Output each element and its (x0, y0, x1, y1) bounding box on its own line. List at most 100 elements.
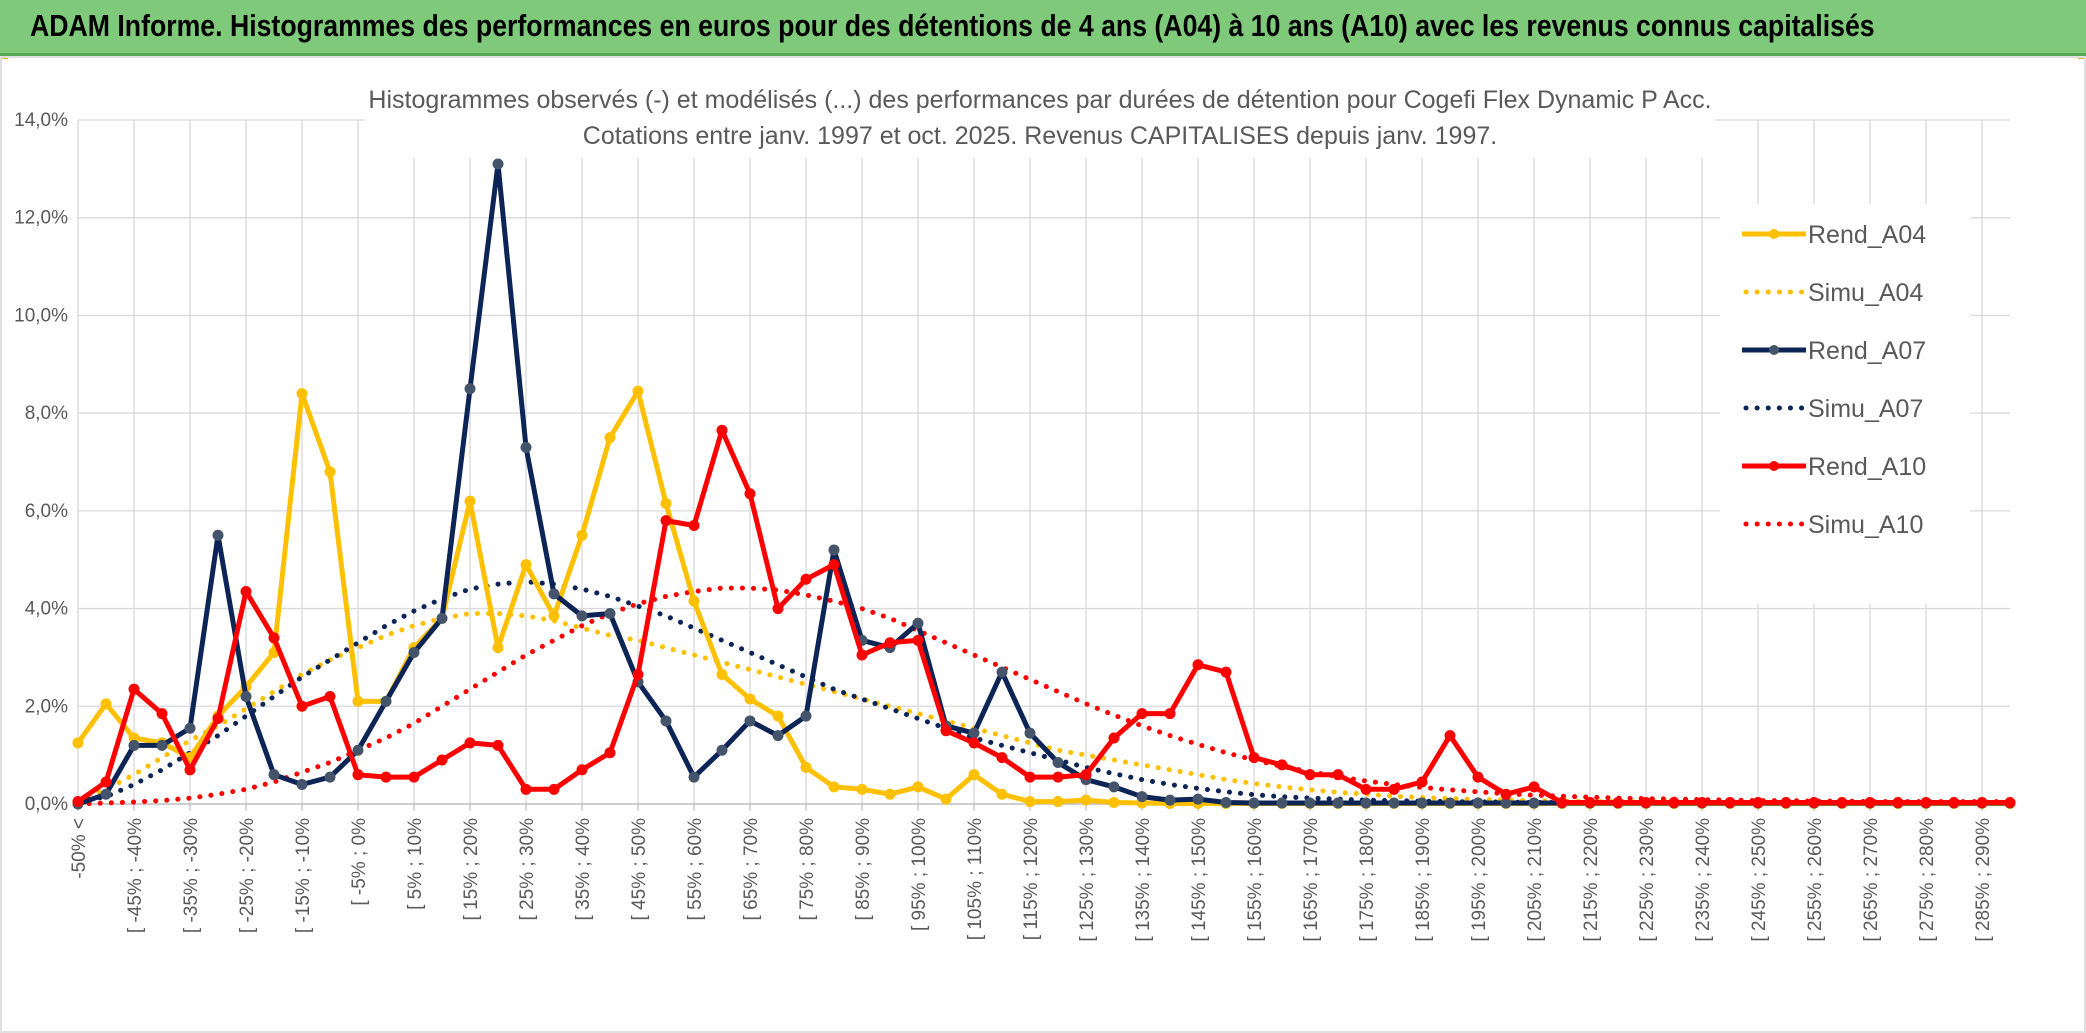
data-point (1444, 730, 1456, 742)
x-tick-label: [ 75% ; 80% (797, 818, 818, 921)
legend-label: Simu_A07 (1808, 395, 1923, 423)
data-point (660, 715, 672, 727)
series-layer (72, 158, 2016, 810)
x-tick-label: [ 135% ; 140% (1133, 818, 1154, 942)
data-point (1472, 797, 1484, 809)
data-point (1304, 769, 1316, 781)
data-point (380, 771, 392, 783)
data-point (968, 727, 980, 739)
series-Simu_A10 (75, 585, 2013, 807)
x-tick-label: [ 225% ; 230% (1637, 818, 1658, 942)
x-tick-label: [ -35% ; -30% (181, 818, 202, 933)
data-point (660, 515, 672, 527)
legend-marker (1769, 229, 1779, 239)
y-tick-label: 10,0% (14, 305, 68, 326)
data-point (1500, 788, 1512, 800)
data-point (772, 603, 784, 615)
data-point (1612, 797, 1624, 809)
data-point (1724, 797, 1736, 809)
data-point (1108, 732, 1120, 744)
x-tick-label: [ 195% ; 200% (1469, 818, 1490, 942)
data-point (100, 776, 112, 788)
data-point (1360, 797, 1372, 809)
data-point (1892, 797, 1904, 809)
data-point (296, 388, 308, 400)
y-tick-label: 8,0% (25, 403, 68, 424)
data-point (912, 634, 924, 646)
x-tick-label: [ 45% ; 50% (629, 818, 650, 921)
data-point (1920, 797, 1932, 809)
data-point (1052, 756, 1064, 768)
x-tick-label: [ 95% ; 100% (909, 818, 930, 931)
x-tick-label: [ 275% ; 280% (1917, 818, 1938, 942)
data-point (688, 771, 700, 783)
data-point (996, 788, 1008, 800)
data-point (492, 739, 504, 751)
data-point (240, 691, 252, 703)
data-point (1052, 796, 1064, 808)
data-point (240, 585, 252, 597)
x-tick-label: [ 105% ; 110% (965, 818, 986, 940)
report-title: ADAM Informe. Histogrammes des performan… (30, 8, 1875, 43)
data-point (1220, 797, 1232, 809)
data-point (296, 778, 308, 790)
x-tick-label: [ 155% ; 160% (1245, 818, 1266, 942)
series-line (76, 427, 2010, 805)
data-point (604, 432, 616, 444)
data-point (828, 559, 840, 571)
data-point (1164, 708, 1176, 720)
x-tick-label: [ 185% ; 190% (1413, 818, 1434, 942)
data-point (464, 495, 476, 507)
data-point (1388, 797, 1400, 809)
data-point (1668, 797, 1680, 809)
data-point (1276, 797, 1288, 809)
x-tick-label: [ 25% ; 30% (517, 818, 538, 921)
data-point (1976, 797, 1988, 809)
x-tick-label: [ 85% ; 90% (853, 818, 874, 921)
x-tick-label: [ 205% ; 210% (1525, 818, 1546, 942)
data-point (520, 783, 532, 795)
data-point (352, 769, 364, 781)
data-point (1192, 793, 1204, 805)
x-tick-label: [ 65% ; 70% (741, 818, 762, 921)
data-point (1108, 797, 1120, 809)
data-point (492, 158, 504, 170)
y-tick-label: 14,0% (14, 110, 68, 131)
data-point (520, 441, 532, 453)
data-point (1472, 771, 1484, 783)
x-tick-label: -50% < (69, 818, 90, 879)
x-tick-label: [ 265% ; 270% (1861, 818, 1882, 942)
data-point (828, 781, 840, 793)
data-point (324, 466, 336, 478)
data-point (1584, 797, 1596, 809)
data-point (1836, 797, 1848, 809)
x-tick-label: [ -5% ; 0% (349, 818, 370, 906)
x-tick-label: [ 55% ; 60% (685, 818, 706, 921)
data-point (912, 617, 924, 629)
legend: Rend_A04 Simu_A04 Rend_A07 Simu_A07 Rend_A10… (1720, 204, 1970, 604)
x-axis: -50% < [ -45% ; -40% [ -35% ; -30% [ -25% ;… (69, 803, 2010, 942)
data-point (632, 385, 644, 397)
data-point (1444, 797, 1456, 809)
data-point (1416, 797, 1428, 809)
y-axis: 0,0% 2,0% 4,0% 6,0% 8,0% 10,0% 12,0% 14,0% (14, 110, 68, 815)
y-tick-label: 2,0% (25, 696, 68, 717)
y-tick-label: 0,0% (25, 794, 68, 815)
data-point (548, 783, 560, 795)
legend-item: Simu_A07 (1743, 395, 1923, 423)
data-point (100, 698, 112, 710)
data-point (464, 737, 476, 749)
x-tick-label: [ -45% ; -40% (125, 818, 146, 933)
x-tick-label: [ 235% ; 240% (1693, 818, 1714, 942)
data-point (660, 498, 672, 510)
data-point (408, 771, 420, 783)
x-tick-label: [ 245% ; 250% (1749, 818, 1770, 942)
data-point (1108, 781, 1120, 793)
data-point (352, 695, 364, 707)
chart-title-line-2: Cotations entre janv. 1997 et oct. 2025.… (583, 122, 1497, 150)
data-point (1864, 797, 1876, 809)
legend-label: Simu_A10 (1808, 511, 1923, 539)
y-tick-label: 12,0% (14, 208, 68, 229)
data-point (1220, 666, 1232, 678)
data-point (1360, 783, 1372, 795)
